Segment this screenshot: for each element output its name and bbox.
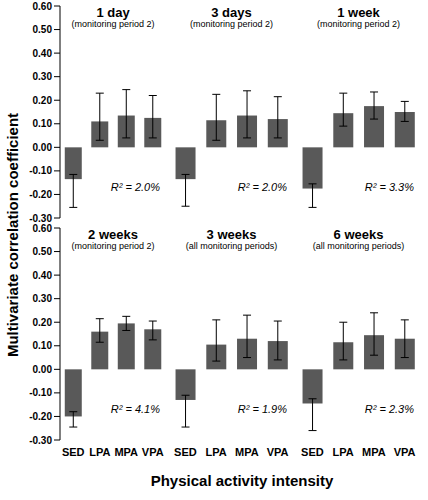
svg-text:LPA: LPA xyxy=(89,446,110,458)
svg-text:0.60: 0.60 xyxy=(33,223,53,234)
html-text:R² = 4.1%: R² = 4.1% xyxy=(110,403,160,416)
html-text:(all monitoring periods): (all monitoring periods) xyxy=(312,240,405,251)
svg-text:MPA: MPA xyxy=(362,446,386,458)
svg-text:0.30: 0.30 xyxy=(33,71,53,82)
svg-text:-0.20: -0.20 xyxy=(29,189,52,200)
html-text:Physical activity intensity: Physical activity intensity xyxy=(150,472,334,489)
svg-text:0.40: 0.40 xyxy=(33,270,53,281)
svg-text:-0.10: -0.10 xyxy=(29,165,52,176)
html-text:(monitoring period 2): (monitoring period 2) xyxy=(71,18,155,29)
html-text:R² = 1.9%: R² = 1.9% xyxy=(237,403,287,416)
svg-text:0.10: 0.10 xyxy=(33,340,53,351)
html-text:1 week: 1 week xyxy=(337,5,380,20)
svg-text:SED: SED xyxy=(62,446,85,458)
svg-text:0.50: 0.50 xyxy=(33,246,53,257)
html-text:R² = 2.0%: R² = 2.0% xyxy=(110,181,160,194)
svg-text:SED: SED xyxy=(301,446,324,458)
html-text:R² = 2.3%: R² = 2.3% xyxy=(364,403,414,416)
html-text:R² = 2.0%: R² = 2.0% xyxy=(237,181,287,194)
html-text:1 day: 1 day xyxy=(96,5,130,20)
svg-text:0.50: 0.50 xyxy=(33,24,53,35)
svg-text:0.30: 0.30 xyxy=(33,293,53,304)
html-text:(all monitoring periods): (all monitoring periods) xyxy=(185,240,278,251)
html-text:6 weeks: 6 weeks xyxy=(333,227,384,242)
svg-text:0.20: 0.20 xyxy=(33,95,53,106)
html-text:(monitoring period 2): (monitoring period 2) xyxy=(317,18,400,29)
html-text:(monitoring period 2): (monitoring period 2) xyxy=(190,18,273,29)
svg-text:VPA: VPA xyxy=(394,446,416,458)
svg-text:0.00: 0.00 xyxy=(33,142,53,153)
svg-text:VPA: VPA xyxy=(267,446,289,458)
html-text:3 weeks: 3 weeks xyxy=(206,227,257,242)
svg-text:MPA: MPA xyxy=(114,446,138,458)
svg-text:0.60: 0.60 xyxy=(33,1,53,12)
svg-text:-0.30: -0.30 xyxy=(29,435,52,446)
svg-text:LPA: LPA xyxy=(333,446,354,458)
svg-text:-0.20: -0.20 xyxy=(29,411,52,422)
svg-text:0.10: 0.10 xyxy=(33,118,53,129)
html-text:2 weeks: 2 weeks xyxy=(88,227,138,242)
html-text:Multivariate correlation coeff: Multivariate correlation coefficient xyxy=(3,112,21,358)
html-text:R² = 3.3%: R² = 3.3% xyxy=(364,181,414,194)
svg-text:0.20: 0.20 xyxy=(33,317,53,328)
svg-text:0.00: 0.00 xyxy=(33,364,53,375)
svg-text:SED: SED xyxy=(174,446,197,458)
svg-text:VPA: VPA xyxy=(142,446,164,458)
svg-text:0.40: 0.40 xyxy=(33,48,53,59)
html-text:3 days: 3 days xyxy=(211,5,252,20)
svg-text:LPA: LPA xyxy=(206,446,227,458)
html-text:(monitoring period 2): (monitoring period 2) xyxy=(71,240,155,251)
svg-text:-0.10: -0.10 xyxy=(29,387,52,398)
svg-text:-0.30: -0.30 xyxy=(29,213,52,222)
svg-text:MPA: MPA xyxy=(235,446,259,458)
